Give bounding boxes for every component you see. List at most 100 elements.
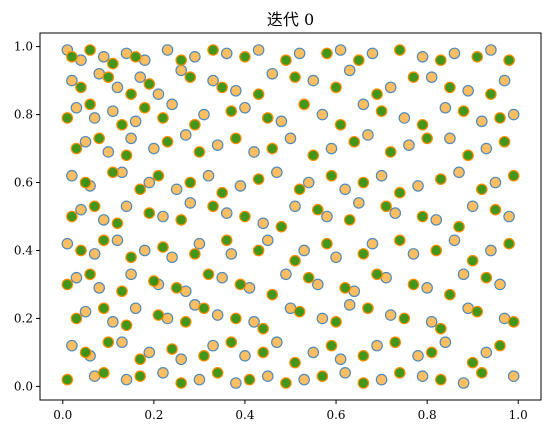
scatter-point-green [489,203,502,216]
scatter-point-green [275,220,288,233]
scatter-point-orange [503,210,515,223]
scatter-point-orange [457,377,470,389]
scatter-point-green [266,142,279,155]
scatter-point-green [434,173,447,185]
scatter-point-green [239,50,251,63]
scatter-point-green [325,169,338,182]
scatter-point-orange [425,316,438,328]
scatter-point-orange [216,271,228,284]
scatter-point-orange [211,139,224,151]
scatter-point-green [498,135,511,148]
scatter-point-green [475,183,488,196]
scatter-point-green [348,135,361,148]
scatter-point-orange [148,142,160,155]
scatter-point-orange [70,101,83,114]
scatter-point-green [107,166,119,179]
scatter-point-green [485,88,497,100]
scatter-point-orange [271,336,283,349]
scatter-point-orange [316,312,329,325]
scatter-point-green [243,373,256,386]
scatter-point-orange [116,336,128,349]
scatter-point-green [143,78,156,90]
scatter-point-orange [343,299,356,311]
scatter-point-orange [143,346,156,359]
scatter-point-orange [462,84,474,97]
scatter-point-orange [261,370,274,383]
scatter-point-orange [179,129,192,141]
scatter-point-green [293,305,306,318]
scatter-point-orange [343,64,356,77]
scatter-point-green [425,346,438,359]
scatter-point-green [88,200,101,213]
scatter-point-orange [412,350,424,362]
scatter-point-orange [366,47,379,60]
scatter-point-green [225,105,238,117]
scatter-point-green [362,302,374,315]
scatter-point-green [298,98,310,111]
scatter-point-green [261,112,274,124]
scatter-point-orange [403,139,415,151]
scatter-point-orange [330,251,342,264]
scatter-point-orange [248,146,260,158]
scatter-point-green [129,50,142,63]
scatter-point-green [198,302,210,315]
scatter-point-green [157,112,169,124]
scatter-point-orange [507,108,520,121]
scatter-point-green [207,200,219,213]
scatter-point-orange [412,180,424,192]
scatter-point-orange [125,132,137,145]
scatter-point-green [466,356,479,369]
scatter-point-green [289,254,301,267]
scatter-point-orange [129,302,142,315]
scatter-point-green [234,278,247,291]
scatter-point-orange [439,336,452,349]
chart-title: 迭代 0 [267,10,314,29]
scatter-point-orange [384,309,397,321]
scatter-point-green [289,356,301,369]
y-tick-label: 0.6 [14,176,33,190]
scatter-point-green [125,88,137,100]
scatter-point-orange [107,105,119,117]
scatter-point-green [353,54,365,66]
scatter-point-orange [120,373,133,386]
scatter-point-green [394,234,406,247]
x-tick-label: 0.4 [235,408,254,422]
scatter-point-orange [198,108,210,121]
scatter-point-orange [407,248,420,260]
scatter-point-green [475,367,488,379]
scatter-point-green [394,44,406,56]
scatter-point-orange [439,101,452,114]
scatter-point-green [312,203,324,216]
scatter-point-green [102,336,115,349]
scatter-point-green [97,234,110,247]
scatter-point-green [175,377,187,389]
y-tick-label: 0.8 [14,108,33,122]
scatter-point-orange [143,176,156,189]
scatter-point-orange [66,339,78,352]
scatter-point-orange [102,146,115,158]
scatter-point-orange [157,367,169,379]
scatter-point-green [407,71,420,83]
scatter-point-green [134,370,146,383]
scatter-point-orange [271,166,283,179]
scatter-point-orange [66,169,78,182]
scatter-point-green [116,285,128,298]
scatter-point-green [143,207,156,219]
scatter-point-green [466,254,479,267]
scatter-point-green [84,44,96,56]
scatter-point-orange [498,74,511,87]
scatter-point-green [444,288,456,301]
scatter-point-green [357,350,370,362]
scatter-point-orange [207,339,219,352]
scatter-point-green [84,98,96,111]
y-tick-label: 0.4 [14,243,33,257]
scatter-point-green [416,210,429,223]
scatter-point-orange [389,207,402,219]
scatter-point-orange [489,176,502,189]
scatter-point-orange [134,71,146,83]
scatter-point-orange [111,234,124,247]
scatter-point-green [84,268,96,281]
scatter-point-orange [494,278,506,291]
scatter-point-green [375,105,388,117]
scatter-point-orange [111,81,124,94]
